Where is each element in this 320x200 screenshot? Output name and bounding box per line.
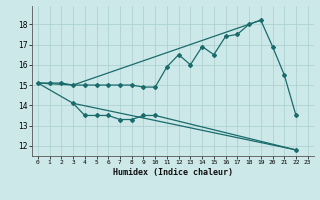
X-axis label: Humidex (Indice chaleur): Humidex (Indice chaleur): [113, 168, 233, 177]
